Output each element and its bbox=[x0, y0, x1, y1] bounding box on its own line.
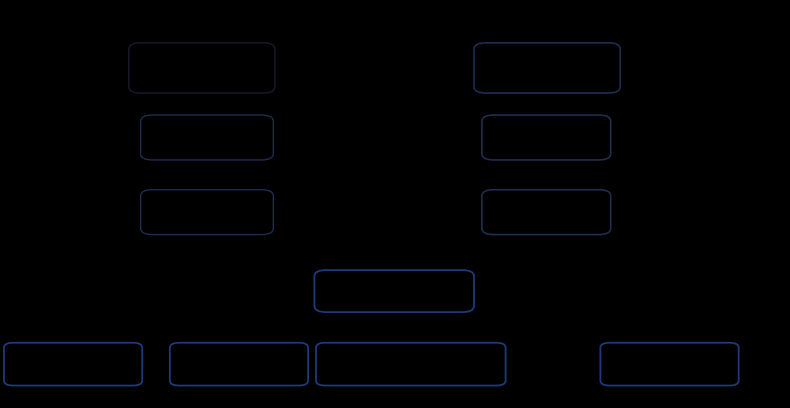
FancyBboxPatch shape bbox=[482, 115, 611, 160]
FancyBboxPatch shape bbox=[4, 343, 142, 386]
FancyBboxPatch shape bbox=[129, 43, 275, 93]
FancyBboxPatch shape bbox=[314, 270, 474, 312]
FancyBboxPatch shape bbox=[170, 343, 308, 386]
FancyBboxPatch shape bbox=[141, 115, 273, 160]
FancyBboxPatch shape bbox=[316, 343, 506, 386]
FancyBboxPatch shape bbox=[482, 190, 611, 235]
FancyBboxPatch shape bbox=[474, 43, 620, 93]
FancyBboxPatch shape bbox=[600, 343, 739, 386]
FancyBboxPatch shape bbox=[141, 190, 273, 235]
